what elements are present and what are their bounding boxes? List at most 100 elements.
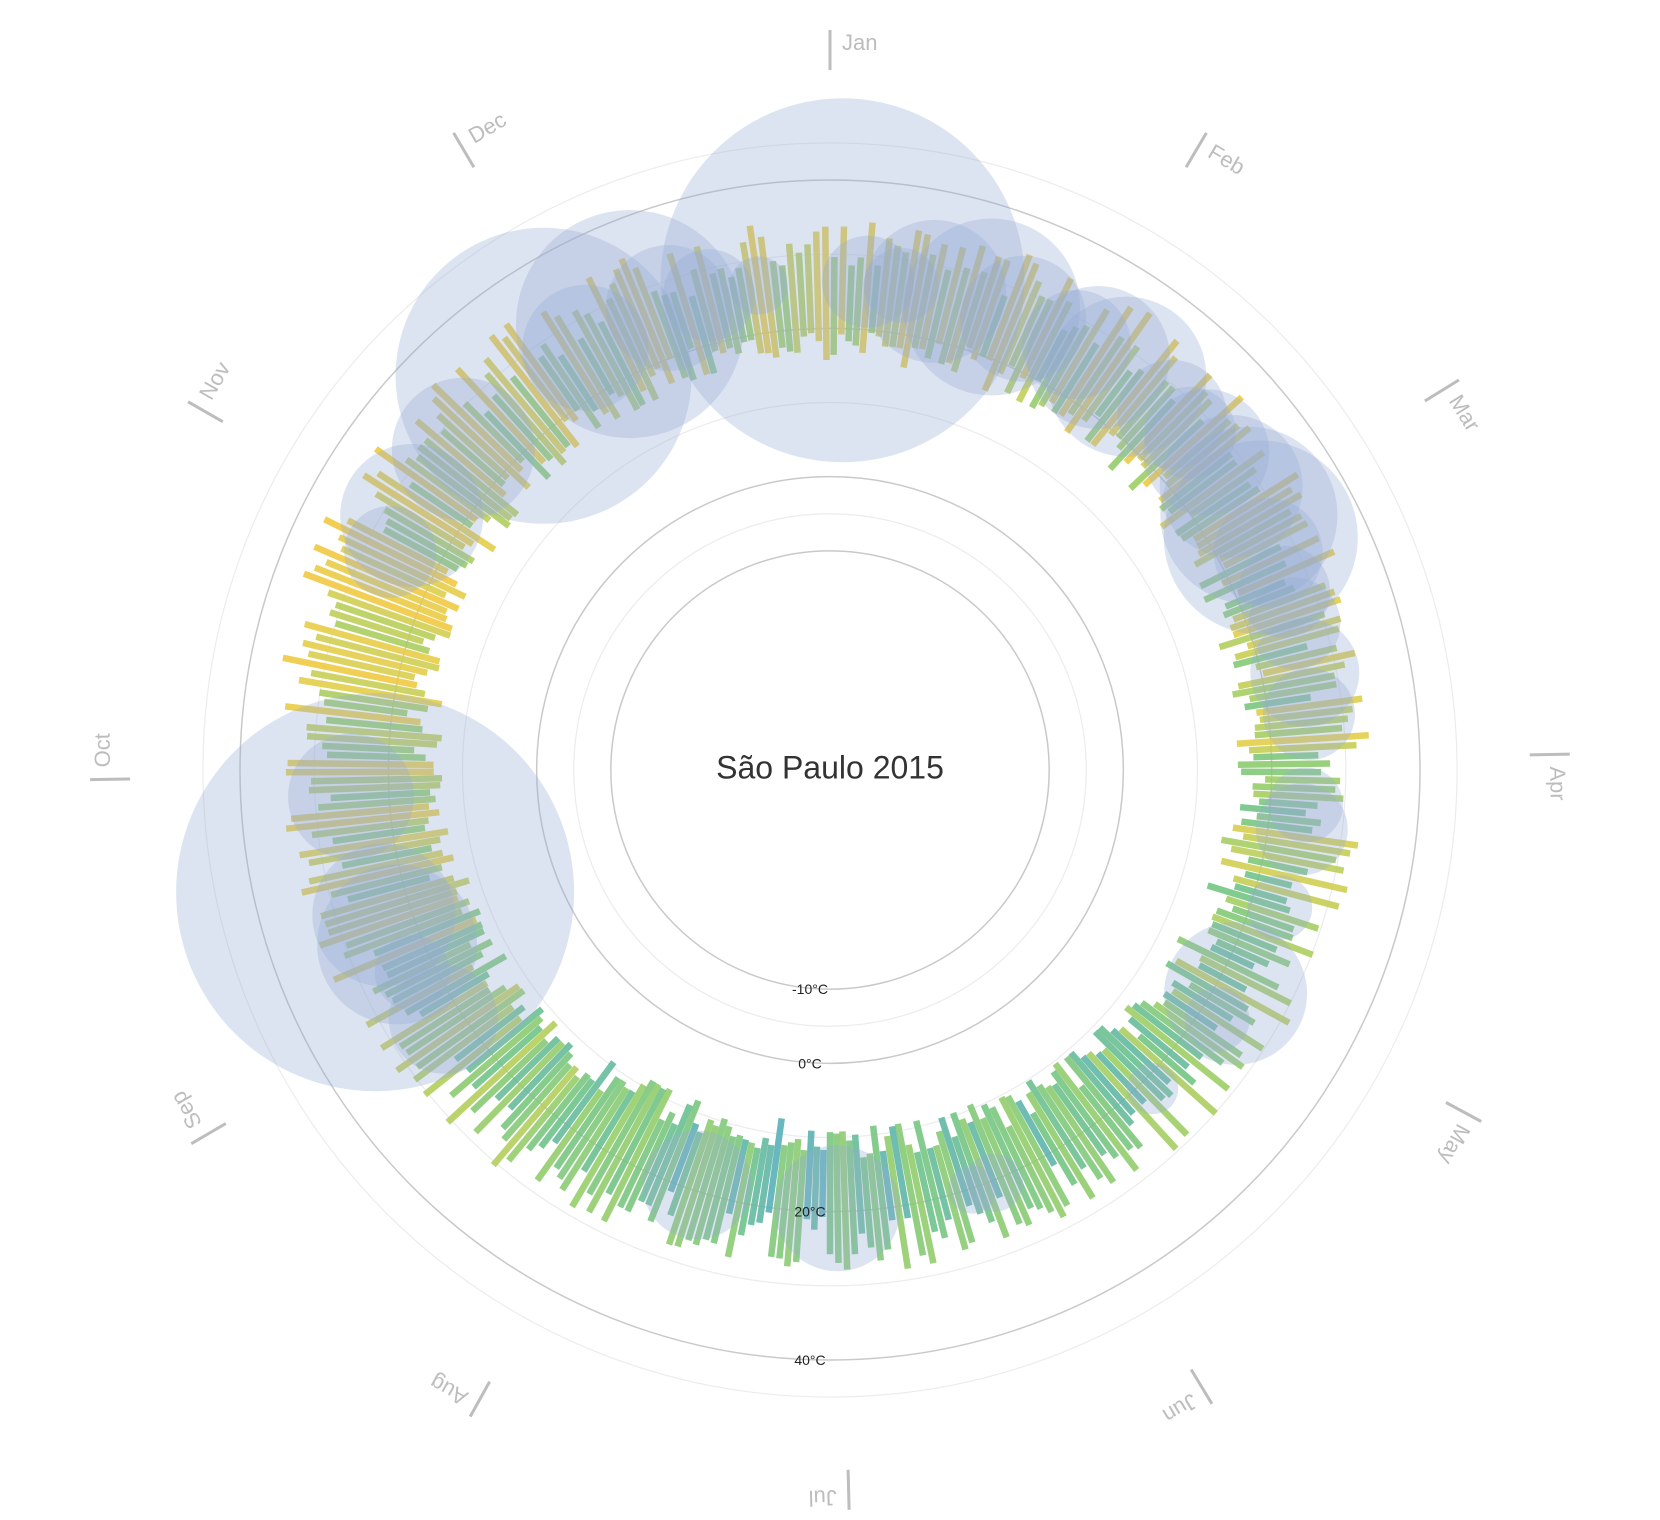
temperature-bar [1180,485,1261,542]
temperature-bar [932,1144,969,1251]
temperature-bar [1116,385,1176,451]
temperature-bar [569,1083,647,1209]
temperature-bar [381,921,484,972]
temperature-bar [1029,1111,1078,1186]
temperature-bar [1137,1033,1197,1086]
precipitation-bubble [1117,359,1227,469]
temperature-bar [879,1150,896,1221]
temperature-bar [299,828,449,859]
temperature-bar [374,491,466,551]
temperature-bar [430,382,524,473]
temperature-bar [1094,369,1133,418]
temperature-bar [795,252,808,337]
temperature-bar [1244,693,1312,711]
precipitation-bubble [863,219,1007,363]
temperature-bar [810,1146,821,1230]
temperature-bar [325,558,448,615]
precipitation-bubble [1248,577,1341,670]
temperature-bar [323,516,458,588]
temperature-bar [334,620,431,655]
temperature-bar [875,238,893,337]
temperature-bar [838,226,848,335]
temperature-bar [1080,1054,1136,1116]
temperature-bar [1159,449,1266,530]
chart-title: São Paulo 2015 [716,749,944,785]
temperature-bar [924,269,952,359]
temperature-bar [585,276,647,393]
precipitation-bubble [1021,290,1131,399]
temperature-bar [739,241,765,354]
temperature-bar [979,294,1008,358]
temperature-bar [423,437,520,518]
month-tick [90,777,131,782]
temperature-bar [1206,882,1291,914]
temperature-bar [415,987,526,1070]
temperature-bar [986,253,1033,362]
temperature-bar [868,265,882,334]
temperature-bar [313,564,448,623]
temperature-bar [1218,512,1303,563]
temperature-bar [996,280,1043,375]
temperature-bar [379,980,489,1051]
minor-ring [573,513,1087,1027]
temperature-bar [1242,833,1351,857]
temperature-bar [1045,1084,1117,1185]
temperature-bar [490,1065,580,1168]
temperature-bar [308,836,441,867]
precipitation-bubble [344,505,437,598]
temperature-bar [586,1079,657,1196]
temperature-bar [540,342,602,430]
temperature-bar [669,291,695,350]
temperature-bar [1084,368,1145,443]
month-tick [1184,132,1208,169]
temperature-bar [859,222,876,354]
temperature-bar [1246,615,1342,650]
temperature-bar [1215,938,1270,968]
temperature-bar [417,443,513,522]
temperature-bar [1236,731,1369,747]
temperature-bar [1262,649,1356,677]
temperature-bar [1068,1050,1135,1127]
major-ring [239,179,1421,1361]
temperature-bar [332,916,478,983]
temperature-bar [1050,1069,1120,1160]
precipitation-bubble [965,1153,1024,1212]
temperature-bar [756,1144,775,1224]
temperature-bar [1165,422,1240,488]
temperature-bar [365,963,475,1028]
temperature-bar [385,518,469,569]
temperature-bar [315,633,440,672]
precipitation-bubble [1163,440,1358,635]
temperature-bar [395,983,521,1074]
temperature-bar [1192,471,1300,543]
temperature-bar [1232,582,1327,623]
temperature-bar [483,356,567,455]
temperature-bar [767,1144,788,1258]
temperature-bar [1019,277,1075,380]
temperature-bar [966,1103,1023,1226]
temperature-bar [1015,300,1073,403]
temperature-bar [484,371,567,466]
temperature-bar [783,1138,802,1267]
temperature-bar [757,236,780,358]
ring-labels: -10°C 0°C 20°C 40°C [792,981,828,1368]
temperature-bar [473,1040,566,1135]
temperature-bar [483,410,552,481]
temperature-bar [398,986,492,1050]
temperature-bar [571,309,625,398]
temperature-bar [1197,962,1248,993]
temperature-bar [819,1149,827,1217]
precipitation-bubble [288,733,414,860]
temperature-bar [1218,610,1326,651]
temperature-bar [453,1004,526,1063]
temperature-bar [830,256,838,355]
temperature-bar [1253,752,1319,761]
temperature-bar [1128,418,1205,491]
precipitation-bubble [642,1130,752,1240]
temperature-bar [362,472,475,547]
temperature-bar [1254,724,1343,739]
temperature-bar [282,654,418,689]
temperature-bar [1255,644,1338,671]
temperature-bar [938,1116,973,1207]
